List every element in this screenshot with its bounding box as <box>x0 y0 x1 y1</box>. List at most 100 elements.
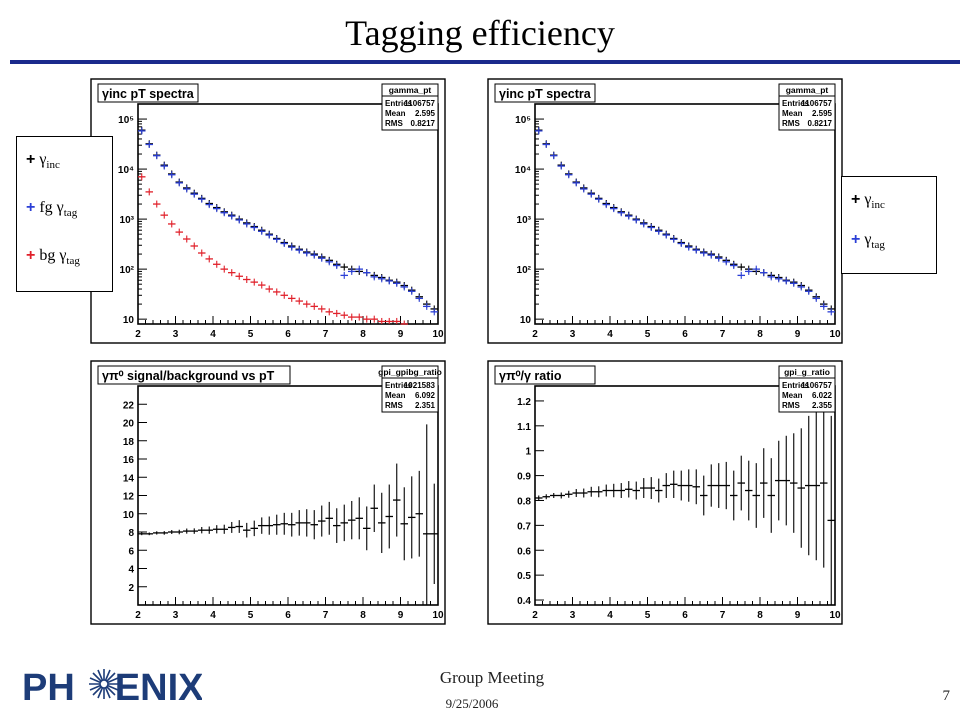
x-tick-label: 8 <box>757 610 763 621</box>
data-point <box>258 227 266 235</box>
data-point <box>198 249 206 257</box>
data-point <box>737 263 745 271</box>
data-point <box>273 514 281 535</box>
x-tick-label: 6 <box>285 329 291 340</box>
data-point <box>400 283 408 291</box>
data-point <box>610 483 618 498</box>
data-point <box>632 216 640 224</box>
data-point <box>190 190 198 198</box>
stats-value: 6.092 <box>415 391 436 400</box>
data-point <box>220 265 228 273</box>
footer-meeting: Group Meeting <box>439 668 545 687</box>
data-point <box>760 448 768 518</box>
data-point <box>303 249 311 257</box>
data-point <box>168 171 176 179</box>
stats-name: gamma_pt <box>786 85 829 95</box>
data-point <box>333 262 341 270</box>
data-point <box>677 240 685 248</box>
data-point <box>250 223 258 231</box>
y-tick-label: 10³ <box>517 215 532 226</box>
data-point <box>363 315 371 323</box>
chart-bottom-right: 2 3 4 5 6 7 8 9 10 0.4 0.5 0.6 0.7 0.8 0.9 1 1.1 1.2 γπ⁰/γ… <box>487 360 843 625</box>
data-point <box>280 240 288 248</box>
data-point <box>235 272 243 280</box>
x-tick-label: 3 <box>570 329 576 340</box>
data-point <box>243 522 251 538</box>
data-point <box>295 297 303 305</box>
data-point <box>542 141 550 149</box>
chart-title-box: γπ⁰/γ ratio <box>494 365 596 385</box>
data-point <box>235 216 243 224</box>
data-point <box>745 460 753 521</box>
x-tick-label: 6 <box>682 329 688 340</box>
x-tick-label: 8 <box>360 329 366 340</box>
data-point <box>647 223 655 231</box>
data-point <box>790 433 798 533</box>
x-tick-label: 2 <box>532 610 538 621</box>
data-point <box>632 481 640 500</box>
data-point <box>557 492 565 499</box>
data-point <box>400 487 408 561</box>
data-point <box>168 529 176 535</box>
data-point <box>145 188 153 196</box>
data-point <box>625 481 633 498</box>
data-point <box>378 275 386 283</box>
data-point <box>580 185 588 193</box>
legend-marker: + <box>851 231 861 248</box>
data-point <box>288 294 296 302</box>
data-point <box>827 308 835 316</box>
data-point <box>273 288 281 296</box>
data-point <box>587 486 595 497</box>
y-tick-label: 10⁴ <box>118 165 134 176</box>
x-tick-label: 10 <box>829 610 841 621</box>
data-point <box>782 277 790 285</box>
stats-label: Mean <box>385 109 406 118</box>
stats-value: 1106757 <box>801 381 832 390</box>
data-point <box>550 152 558 160</box>
x-tick-label: 5 <box>248 329 254 340</box>
stats-value: 1106757 <box>801 99 832 108</box>
data-point <box>310 251 318 259</box>
data-point <box>205 255 213 263</box>
stats-label: RMS <box>782 401 800 410</box>
data-point <box>370 273 378 281</box>
y-tick-label: 22 <box>123 400 135 411</box>
data-point <box>175 228 183 236</box>
legend-subscript: tag <box>63 207 78 220</box>
data-point <box>820 398 828 568</box>
data-point <box>647 477 655 499</box>
data-point <box>183 185 191 193</box>
chart-title-box: γinc pT spectra <box>97 83 199 103</box>
y-tick-label: 8 <box>128 528 134 539</box>
data-point <box>535 127 543 135</box>
legend-subscript: tag <box>871 239 885 252</box>
y-tick-label: 10² <box>120 265 135 276</box>
data-point <box>760 269 768 277</box>
data-point <box>535 495 543 501</box>
data-point <box>737 271 745 279</box>
x-tick-label: 5 <box>248 610 254 621</box>
data-point <box>310 510 318 540</box>
data-point <box>190 528 198 534</box>
series-1 <box>535 127 835 316</box>
phenix-logo: PH ENIX <box>22 667 202 708</box>
data-point <box>662 473 670 498</box>
stats-value: 6.022 <box>812 391 833 400</box>
data-point <box>707 464 715 507</box>
x-tick-label: 4 <box>210 329 216 340</box>
stats-label: Entries <box>385 381 413 390</box>
chart-title: γπ⁰/γ ratio <box>499 369 562 383</box>
stats-value: 2.355 <box>812 401 833 410</box>
data-point <box>288 243 296 251</box>
x-tick-label: 3 <box>173 329 179 340</box>
legend-left: + γinc + fg γtag + bg γtag <box>16 136 113 292</box>
data-point <box>595 486 603 498</box>
x-tick-label: 3 <box>570 610 576 621</box>
stats-value: 0.8217 <box>808 119 833 128</box>
data-point <box>318 254 326 262</box>
legend-right: + γinc + γtag <box>841 176 937 274</box>
data-point <box>333 508 341 543</box>
data-point <box>790 279 798 287</box>
data-point <box>243 220 251 228</box>
data-point <box>228 269 236 277</box>
